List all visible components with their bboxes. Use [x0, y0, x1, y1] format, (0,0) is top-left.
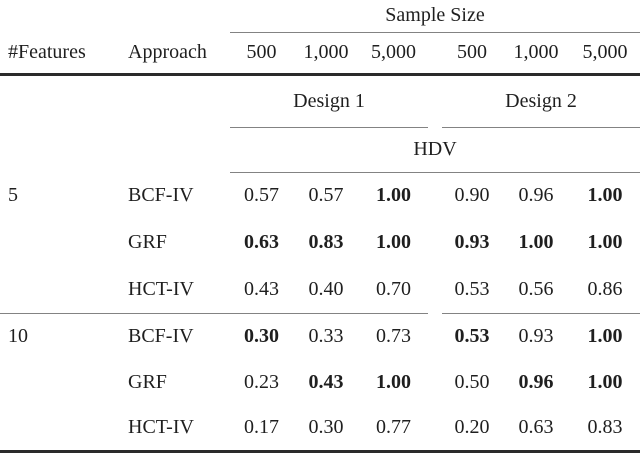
value-cell: 0.57 [308, 184, 344, 207]
spacer [0, 74, 230, 127]
value-cell: 0.93 [454, 231, 490, 253]
value-cell: 0.53 [442, 266, 502, 314]
size-header-d2-500: 500 [442, 32, 502, 76]
spacer [428, 32, 442, 76]
size-header-d1-1000: 1,000 [293, 32, 359, 76]
spacer [0, 219, 118, 266]
spacer [428, 405, 442, 453]
sample-size-row: Sample Size [0, 0, 640, 33]
sample-size-header: Sample Size [230, 0, 640, 33]
size-header-d2-5000: 5,000 [570, 32, 640, 76]
spacer [428, 313, 442, 359]
spacer [428, 219, 442, 266]
approach-header: Approach [118, 32, 230, 76]
value-cell: 0.63 [502, 405, 570, 453]
table-row: HCT-IV 0.17 0.30 0.77 0.20 0.63 0.83 [0, 405, 640, 453]
value-cell: 0.83 [570, 405, 640, 453]
metric-header-row: HDV [0, 127, 640, 173]
value-cell: 0.93 [518, 324, 554, 347]
value-cell: 1.00 [587, 231, 623, 253]
results-table: Sample Size #Features Approach 500 1,000… [0, 0, 640, 453]
value-cell: 0.57 [244, 184, 279, 207]
size-header-d1-500: 500 [230, 32, 293, 76]
value-cell: 0.70 [359, 266, 428, 314]
table-row: 10 BCF-IV 0.30 0.33 0.73 0.53 0.93 1.00 [0, 313, 640, 359]
metric-header: HDV [230, 127, 640, 173]
value-cell: 1.00 [376, 231, 411, 253]
features-cell: 10 [8, 324, 28, 347]
spacer [428, 74, 442, 127]
spacer [0, 0, 230, 32]
spacer [428, 266, 442, 313]
value-cell: 0.43 [308, 370, 344, 393]
table-row: GRF 0.63 0.83 1.00 0.93 1.00 1.00 [0, 219, 640, 266]
value-cell: 1.00 [587, 184, 623, 207]
approach-cell: HCT-IV [118, 266, 230, 314]
value-cell: 0.43 [230, 266, 293, 314]
value-cell: 1.00 [518, 231, 554, 253]
size-header-d2-1000: 1,000 [502, 32, 570, 76]
design-header-row: Design 1 Design 2 [0, 74, 640, 128]
size-header-d1-5000: 5,000 [359, 32, 428, 76]
value-cell: 1.00 [587, 324, 623, 347]
value-cell: 0.40 [293, 266, 359, 314]
value-cell: 0.63 [244, 231, 279, 253]
value-cell: 0.83 [308, 231, 344, 253]
value-cell: 0.33 [308, 324, 344, 347]
approach-cell: GRF [128, 370, 167, 393]
approach-cell: HCT-IV [118, 405, 230, 453]
value-cell: 0.17 [230, 405, 293, 453]
column-header-row: #Features Approach 500 1,000 5,000 500 1… [0, 32, 640, 76]
spacer [0, 127, 230, 172]
spacer [428, 359, 442, 405]
value-cell: 0.56 [502, 266, 570, 314]
value-cell: 0.20 [442, 405, 502, 453]
approach-cell: BCF-IV [128, 184, 194, 206]
spacer [0, 405, 118, 453]
value-cell: 0.50 [454, 370, 490, 393]
design2-header: Design 2 [442, 74, 640, 128]
features-header: #Features [0, 32, 118, 76]
value-cell: 0.96 [518, 370, 554, 393]
value-cell: 0.96 [518, 184, 554, 207]
value-cell: 0.77 [359, 405, 428, 453]
value-cell: 0.23 [244, 370, 279, 393]
table-row: GRF 0.23 0.43 1.00 0.50 0.96 1.00 [0, 359, 640, 405]
value-cell: 0.30 [293, 405, 359, 453]
value-cell: 1.00 [587, 370, 623, 393]
features-cell: 5 [8, 184, 18, 206]
value-cell: 0.86 [570, 266, 640, 314]
value-cell: 0.53 [454, 324, 490, 347]
spacer [0, 359, 118, 405]
table-row: HCT-IV 0.43 0.40 0.70 0.53 0.56 0.86 [0, 266, 640, 314]
approach-cell: GRF [128, 231, 167, 253]
value-cell: 0.90 [454, 184, 490, 207]
design1-header: Design 1 [230, 74, 428, 128]
value-cell: 1.00 [376, 370, 411, 393]
approach-cell: BCF-IV [128, 324, 194, 347]
value-cell: 0.73 [376, 324, 411, 347]
spacer [428, 172, 442, 219]
table-row: 5 BCF-IV 0.57 0.57 1.00 0.90 0.96 1.00 [0, 172, 640, 219]
spacer [0, 266, 118, 314]
value-cell: 0.30 [244, 324, 279, 347]
value-cell: 1.00 [376, 184, 411, 207]
